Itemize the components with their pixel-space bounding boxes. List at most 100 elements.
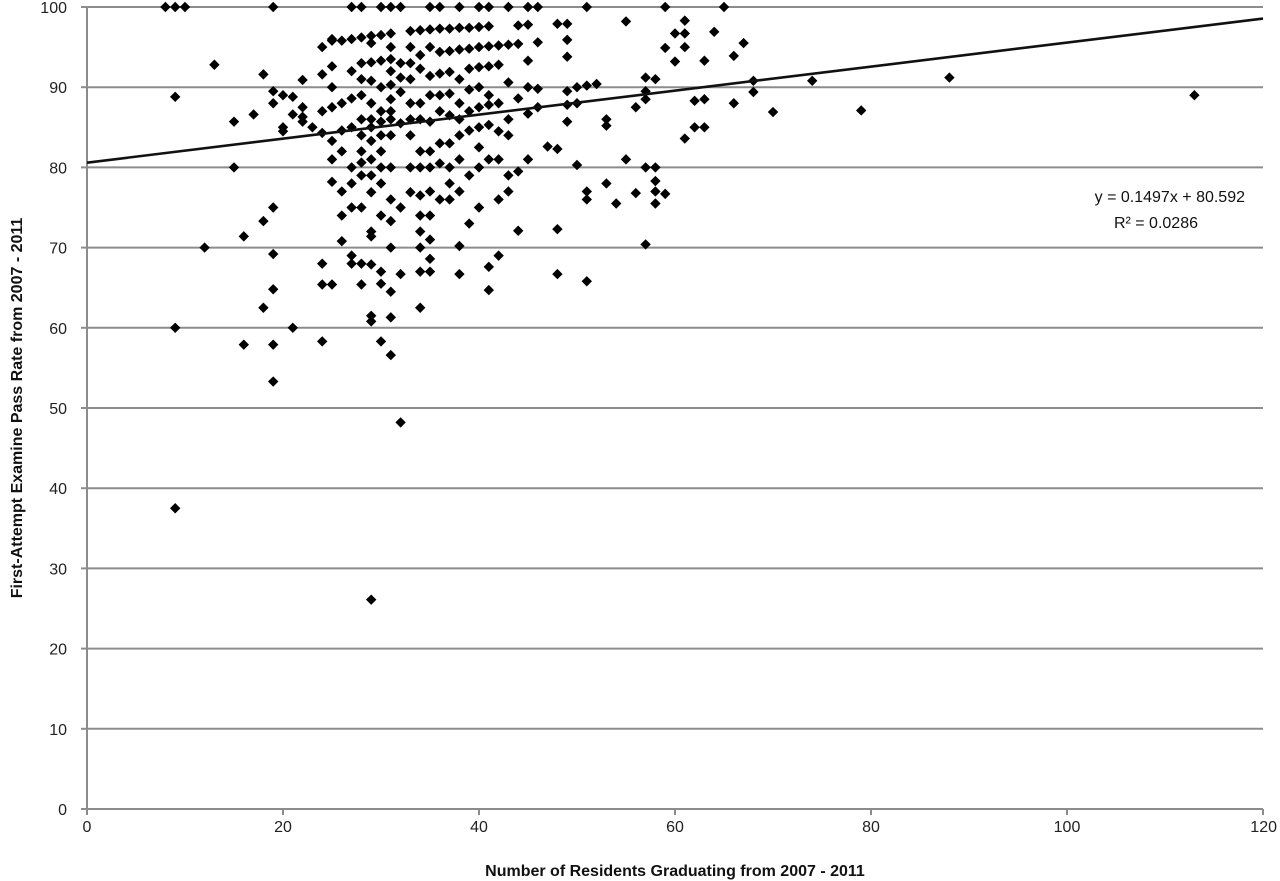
- data-point: [483, 261, 494, 273]
- data-point: [483, 284, 494, 296]
- data-point: [317, 258, 328, 269]
- data-point: [444, 88, 455, 99]
- data-point: [522, 154, 534, 165]
- data-point: [415, 226, 426, 237]
- data-point: [385, 194, 396, 205]
- data-point: [473, 202, 485, 213]
- trendline-r-squared: R² = 0.0286: [1114, 215, 1198, 232]
- data-point: [326, 279, 338, 290]
- data-point: [375, 130, 387, 141]
- data-point: [356, 258, 367, 269]
- data-point: [395, 72, 406, 83]
- data-point: [640, 239, 651, 250]
- data-point: [493, 98, 504, 109]
- data-point: [366, 170, 377, 181]
- y-axis-ticks: 0 10 20 30 40 50 60 70 80 90 100: [40, 0, 87, 819]
- data-point: [405, 25, 416, 37]
- data-point: [385, 94, 396, 105]
- data-point: [346, 1, 357, 13]
- data-point: [493, 59, 504, 70]
- data-point: [375, 162, 387, 173]
- x-tick-label: 60: [666, 819, 684, 836]
- data-point: [277, 126, 289, 137]
- data-point: [228, 162, 240, 173]
- data-point: [513, 20, 524, 31]
- data-point: [464, 218, 475, 229]
- data-point: [434, 138, 445, 149]
- data-point: [346, 33, 357, 45]
- data-point: [513, 38, 524, 50]
- data-point: [405, 130, 416, 141]
- data-point: [356, 157, 367, 168]
- data-point: [513, 166, 524, 177]
- y-tick-label: 90: [49, 80, 67, 97]
- data-point: [375, 146, 387, 157]
- data-point: [258, 302, 269, 313]
- data-point: [346, 202, 357, 213]
- data-point: [640, 94, 651, 105]
- data-point: [326, 135, 338, 147]
- data-point: [356, 1, 367, 13]
- data-point: [464, 170, 475, 181]
- data-point: [385, 162, 396, 173]
- data-point: [415, 266, 426, 277]
- data-point: [679, 133, 690, 144]
- data-point: [405, 162, 416, 173]
- data-point: [336, 186, 347, 197]
- data-point: [346, 258, 357, 269]
- data-point: [356, 90, 367, 101]
- data-point: [170, 91, 181, 103]
- data-point: [375, 82, 387, 93]
- data-point: [434, 90, 445, 101]
- data-point: [258, 215, 269, 227]
- data-point: [503, 77, 514, 88]
- data-point: [424, 24, 436, 35]
- data-point: [385, 242, 396, 253]
- data-point: [336, 98, 347, 109]
- data-point: [434, 68, 445, 79]
- data-point: [473, 61, 485, 73]
- data-point: [562, 51, 573, 62]
- data-point: [356, 114, 367, 125]
- data-point: [493, 194, 504, 205]
- data-point: [444, 138, 455, 149]
- data-point: [473, 82, 485, 93]
- data-point: [366, 310, 377, 321]
- data-point: [258, 69, 269, 80]
- y-tick-label: 20: [49, 642, 67, 659]
- data-point: [748, 86, 759, 98]
- trendline-equation: y = 0.1497x + 80.592: [1095, 189, 1245, 206]
- data-point: [346, 65, 357, 77]
- data-point: [728, 98, 739, 109]
- data-point: [473, 41, 485, 53]
- data-point: [317, 106, 328, 117]
- data-point: [464, 22, 475, 34]
- data-point: [277, 90, 289, 101]
- data-point: [287, 109, 298, 120]
- data-point: [317, 41, 328, 53]
- data-point: [650, 73, 661, 85]
- data-point: [483, 119, 494, 131]
- data-point: [493, 154, 504, 165]
- data-point: [317, 336, 328, 347]
- data-point: [366, 187, 377, 198]
- data-point: [356, 32, 367, 43]
- data-point: [424, 90, 436, 101]
- data-point: [326, 82, 338, 93]
- data-point: [434, 46, 445, 58]
- data-point: [405, 98, 416, 109]
- data-point: [395, 86, 406, 98]
- x-axis-ticks: 0 20 40 60 80 100 120: [83, 809, 1277, 836]
- data-point: [483, 41, 494, 52]
- data-point: [434, 194, 445, 205]
- data-point: [297, 102, 308, 113]
- data-point: [170, 503, 181, 514]
- data-point: [944, 72, 955, 83]
- data-point: [375, 266, 387, 277]
- data-point: [268, 1, 279, 13]
- data-point: [356, 202, 367, 213]
- data-point: [385, 349, 396, 361]
- data-point: [483, 21, 494, 32]
- data-point: [385, 312, 396, 323]
- data-point: [317, 69, 328, 80]
